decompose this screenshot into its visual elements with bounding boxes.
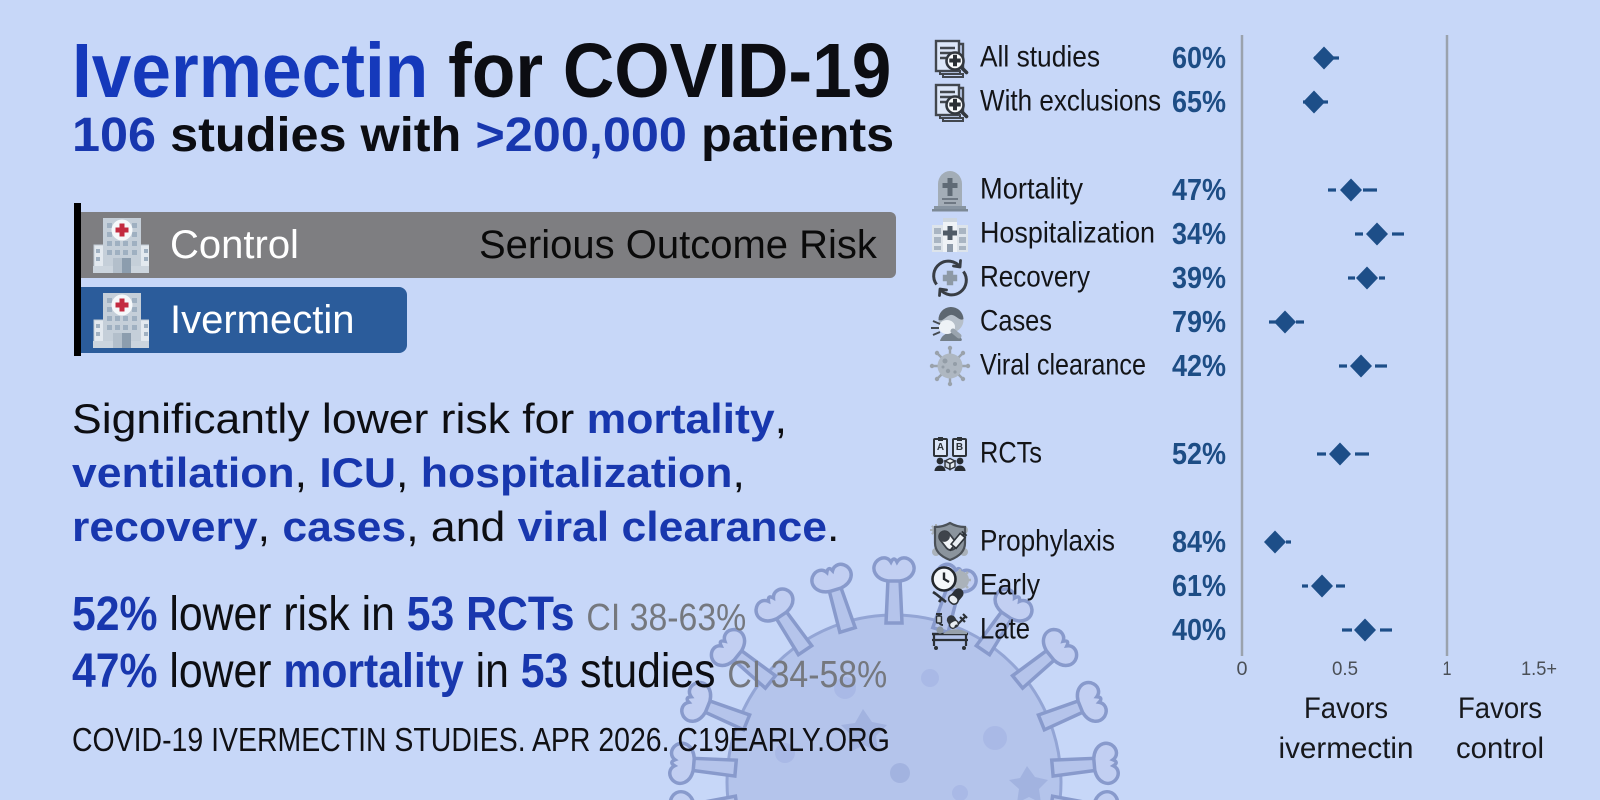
svg-text:RCTs: RCTs (980, 437, 1042, 470)
svg-text:60%: 60% (1172, 40, 1226, 75)
svg-text:79%: 79% (1172, 304, 1226, 339)
svg-text:ivermectin: ivermectin (1279, 732, 1414, 765)
svg-text:Mortality: Mortality (980, 173, 1083, 206)
svg-text:control: control (1456, 732, 1544, 765)
svg-text:65%: 65% (1172, 84, 1226, 119)
svg-text:84%: 84% (1172, 524, 1226, 559)
svg-text:All studies: All studies (980, 41, 1100, 74)
svg-text:39%: 39% (1172, 260, 1226, 295)
svg-text:Favors: Favors (1304, 692, 1388, 725)
svg-text:47%: 47% (1172, 172, 1226, 207)
svg-text:34%: 34% (1172, 216, 1226, 251)
svg-text:With exclusions: With exclusions (980, 85, 1161, 118)
svg-text:Favors: Favors (1458, 692, 1542, 725)
svg-text:40%: 40% (1172, 612, 1226, 647)
svg-text:0: 0 (1237, 659, 1248, 680)
svg-text:0.5: 0.5 (1332, 659, 1358, 680)
svg-text:Recovery: Recovery (980, 261, 1090, 294)
svg-text:1: 1 (1443, 659, 1452, 680)
svg-text:Cases: Cases (980, 305, 1052, 338)
svg-text:Prophylaxis: Prophylaxis (980, 525, 1115, 558)
svg-text:61%: 61% (1172, 568, 1226, 603)
svg-text:Early: Early (980, 569, 1040, 602)
svg-text:1.5+: 1.5+ (1521, 659, 1557, 680)
svg-text:Late: Late (980, 613, 1030, 646)
svg-text:Viral clearance: Viral clearance (980, 349, 1146, 382)
svg-text:Hospitalization: Hospitalization (980, 217, 1155, 250)
svg-text:42%: 42% (1172, 348, 1226, 383)
svg-text:52%: 52% (1172, 436, 1226, 471)
